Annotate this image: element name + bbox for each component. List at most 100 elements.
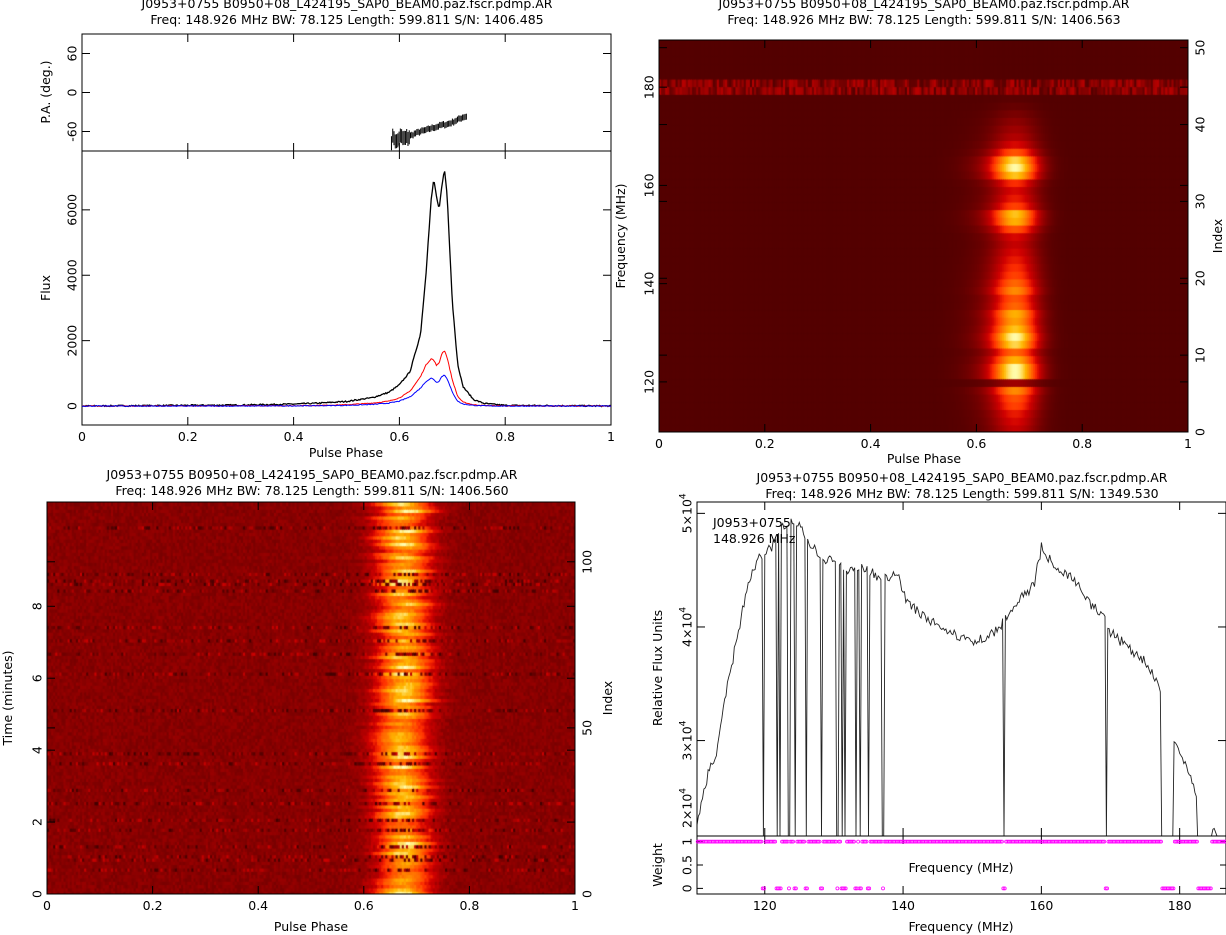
x-axis-label: Pulse Phase	[309, 445, 384, 460]
pt-x-tick-label: 0.2	[143, 898, 163, 913]
weight-point	[1193, 839, 1198, 844]
flux-axis-label: Flux	[38, 275, 53, 301]
pt-time-tick-label: 8	[29, 602, 44, 610]
annotation-frequency: 148.926 MHz	[713, 531, 796, 546]
pa-y-tick-label: 0	[64, 88, 79, 96]
phase-frequency-heatmap	[659, 40, 1188, 432]
weight-point	[760, 886, 765, 891]
weight-x-label: Frequency (MHz)	[908, 860, 1013, 875]
weight-point	[858, 886, 863, 891]
flux-x-tick-label: 0	[78, 429, 86, 444]
pt-index-tick-label: 0	[579, 890, 594, 898]
weight-point	[1224, 839, 1226, 844]
flux-x-tick-label: 0.6	[389, 429, 409, 444]
w-y-tick-label: 0.5	[679, 855, 694, 875]
weight-point	[1102, 839, 1107, 844]
weight-point	[1159, 839, 1163, 844]
pt-time-tick-label: 4	[29, 746, 44, 754]
frequency-axis-label: Frequency (MHz)	[613, 183, 628, 288]
weight-point	[881, 886, 885, 891]
weight-point	[864, 839, 869, 844]
weight-point	[1000, 839, 1004, 844]
pf-x-tick-label: 0.4	[861, 436, 881, 451]
weight-point	[1195, 839, 1199, 844]
weight-point	[842, 886, 847, 891]
pf-index-tick-label: 40	[1192, 117, 1207, 133]
pf-freq-tick-label: 160	[641, 173, 656, 197]
weight-point	[773, 839, 778, 844]
weight-point	[1002, 886, 1007, 891]
weight-point	[867, 886, 872, 891]
x-axis-label: Pulse Phase	[274, 919, 349, 934]
annotation-source: J0953+0755	[712, 515, 791, 530]
time-phase-title: J0953+0755 B0950+08_L424195_SAP0_BEAM0.p…	[106, 467, 518, 498]
w-y-tick-label: 0	[679, 884, 694, 892]
bandpass-title: J0953+0755 B0950+08_L424195_SAP0_BEAM0.p…	[756, 470, 1168, 501]
weight-point	[802, 839, 807, 844]
weight-point	[803, 886, 808, 891]
pa-frame	[81, 33, 612, 152]
pf-freq-tick-label: 180	[641, 75, 656, 99]
phase-time-heatmap	[47, 502, 575, 894]
weight-point	[792, 886, 797, 891]
pf-index-tick-label: 10	[1192, 347, 1207, 363]
index-axis-label: Index	[1210, 219, 1225, 253]
flux-line-total	[81, 171, 612, 408]
pf-freq-tick-label: 120	[641, 370, 656, 394]
pf-freq-tick-label: 140	[641, 272, 656, 296]
time-axis-label: Time (minutes)	[0, 651, 15, 747]
pf-x-tick-label: 1	[1184, 436, 1192, 451]
pt-x-tick-label: 0	[43, 898, 51, 913]
weight-point	[778, 886, 783, 891]
pt-time-tick-label: 2	[29, 818, 44, 826]
pf-x-tick-label: 0.6	[966, 436, 986, 451]
weight-point	[843, 886, 848, 891]
weight-point	[865, 886, 870, 891]
weight-point	[1157, 839, 1162, 844]
pf-x-tick-label: 0	[655, 436, 663, 451]
weight-point	[784, 839, 789, 844]
weight-point	[857, 886, 862, 891]
flux-frame	[81, 150, 612, 426]
w-x-tick-label: 140	[891, 898, 915, 913]
w-x-tick-label: 180	[1168, 898, 1192, 913]
flux-x-tick-label: 0.2	[178, 429, 198, 444]
weight-point	[832, 839, 837, 844]
pa-axis-label: P.A. (deg.)	[38, 60, 53, 123]
weight-point	[1105, 886, 1109, 891]
phase-frequency-frame	[658, 39, 1189, 433]
weight-point	[853, 886, 858, 891]
bp-y-tick-label: 2×104	[678, 788, 694, 828]
flux-x-tick-label: 0.4	[284, 429, 304, 444]
weight-point	[863, 839, 867, 844]
pf-index-tick-label: 30	[1192, 193, 1207, 209]
pt-time-tick-label: 0	[29, 890, 44, 898]
weight-point	[850, 839, 855, 844]
pt-time-tick-label: 6	[29, 674, 44, 682]
flux-y-tick-label: 6000	[64, 194, 79, 226]
pf-index-tick-label: 50	[1192, 40, 1207, 56]
weight-point	[1171, 886, 1176, 891]
weight-point	[1208, 886, 1213, 891]
flux-y-tick-label: 2000	[64, 325, 79, 357]
bp-y-tick-label: 5×104	[678, 493, 694, 533]
flux-y-tick-label: 4000	[64, 259, 79, 291]
weight-point	[789, 839, 794, 844]
weight-point	[838, 839, 843, 844]
weight-point	[1001, 886, 1006, 891]
weight-point	[1103, 886, 1108, 891]
pt-x-tick-label: 0.8	[459, 898, 479, 913]
weight-point	[793, 886, 798, 891]
weight-point	[759, 839, 764, 844]
weight-point	[758, 839, 762, 844]
weight-point	[852, 839, 856, 844]
weight-axis-label: Weight	[650, 843, 665, 887]
weight-point	[878, 839, 883, 844]
weight-point	[836, 839, 841, 844]
flux-y-tick-label: 0	[64, 402, 79, 410]
flux-line-linear	[81, 350, 612, 407]
weight-point	[771, 839, 776, 844]
index-axis-label: Index	[600, 681, 615, 715]
